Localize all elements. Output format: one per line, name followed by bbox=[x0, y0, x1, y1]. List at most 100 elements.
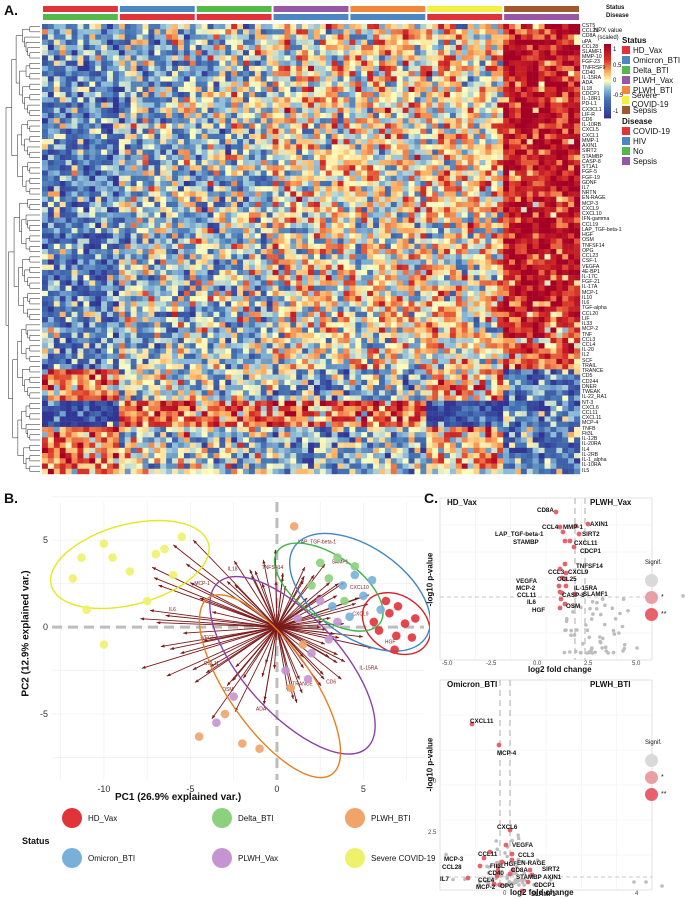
heatmap-cell bbox=[89, 170, 96, 176]
heatmap-cell bbox=[290, 39, 297, 46]
heatmap-cell bbox=[278, 207, 285, 213]
heatmap-cell bbox=[408, 97, 415, 103]
heatmap-cell bbox=[195, 34, 202, 40]
heatmap-cell bbox=[166, 50, 173, 56]
heatmap-cell bbox=[532, 97, 539, 103]
heatmap-cell bbox=[455, 212, 462, 218]
heatmap-cell bbox=[562, 269, 569, 276]
heatmap-cell bbox=[118, 139, 125, 145]
heatmap-cell bbox=[65, 24, 72, 30]
heatmap-cell bbox=[378, 149, 386, 156]
heatmap-cell bbox=[142, 175, 149, 182]
heatmap-cell bbox=[89, 154, 96, 161]
heatmap-cell bbox=[526, 34, 533, 40]
heatmap-cell bbox=[373, 275, 380, 281]
heatmap-cell bbox=[449, 290, 457, 297]
heatmap-cell bbox=[77, 118, 84, 124]
heatmap-cell bbox=[550, 81, 557, 87]
heatmap-cell bbox=[514, 285, 522, 292]
heatmap-cell bbox=[189, 280, 196, 286]
heatmap-cell bbox=[432, 154, 439, 161]
heatmap-cell bbox=[189, 249, 196, 255]
heatmap-cell bbox=[514, 233, 522, 239]
heatmap-cell bbox=[532, 170, 539, 176]
heatmap-cell bbox=[396, 269, 403, 276]
heatmap-cell bbox=[550, 238, 557, 244]
heatmap-cell bbox=[42, 24, 49, 30]
heatmap-cell bbox=[414, 175, 421, 182]
heatmap-cell bbox=[319, 165, 326, 171]
heatmap-cell bbox=[83, 50, 90, 56]
heatmap-cell bbox=[408, 264, 415, 271]
heatmap-cell bbox=[237, 81, 244, 87]
heatmap-cell bbox=[343, 34, 350, 40]
heatmap-cell bbox=[254, 154, 261, 161]
heatmap-cell bbox=[378, 34, 386, 40]
heatmap-cell bbox=[444, 186, 451, 192]
heatmap-cell bbox=[260, 112, 267, 119]
heatmap-cell bbox=[313, 29, 321, 35]
heatmap-cell bbox=[118, 107, 125, 114]
heatmap-cell bbox=[479, 217, 486, 224]
heatmap-cell bbox=[467, 60, 474, 67]
heatmap-cell bbox=[124, 81, 131, 87]
heatmap-cell bbox=[195, 29, 202, 35]
heatmap-cell bbox=[367, 233, 374, 239]
heatmap-cell bbox=[384, 34, 392, 40]
heatmap-cell bbox=[195, 128, 202, 135]
heatmap-cell bbox=[59, 180, 66, 187]
heatmap-cell bbox=[444, 118, 451, 124]
heatmap-cell bbox=[42, 207, 49, 213]
heatmap-cell bbox=[219, 160, 226, 166]
heatmap-cell bbox=[574, 217, 581, 224]
heatmap-cell bbox=[160, 123, 167, 129]
heatmap-cell bbox=[461, 233, 468, 239]
heatmap-cell bbox=[183, 60, 190, 67]
heatmap-cell bbox=[53, 149, 60, 156]
heatmap-cell bbox=[449, 123, 457, 129]
heatmap-cell bbox=[532, 44, 539, 51]
heatmap-cell bbox=[444, 207, 451, 213]
heatmap-cell bbox=[77, 160, 84, 166]
heatmap-cell bbox=[136, 207, 143, 213]
heatmap-cell bbox=[426, 275, 433, 281]
heatmap-cell bbox=[231, 254, 238, 260]
heatmap-cell bbox=[402, 60, 409, 67]
heatmap-cell bbox=[225, 102, 232, 108]
heatmap-cell bbox=[207, 128, 214, 135]
heatmap-cell bbox=[562, 81, 569, 87]
heatmap-cell bbox=[248, 107, 256, 114]
heatmap-cell bbox=[183, 102, 190, 108]
heatmap-cell bbox=[172, 102, 179, 108]
heatmap-cell bbox=[248, 254, 256, 260]
heatmap-cell bbox=[550, 191, 557, 197]
heatmap-cell bbox=[562, 97, 569, 103]
heatmap-cell bbox=[160, 196, 167, 203]
heatmap-cell bbox=[449, 285, 457, 292]
heatmap-cell bbox=[390, 186, 397, 192]
heatmap-cell bbox=[243, 86, 250, 93]
heatmap-cell bbox=[402, 280, 409, 286]
heatmap-cell bbox=[562, 50, 569, 56]
heatmap-cell bbox=[461, 29, 468, 35]
heatmap-cell bbox=[538, 112, 545, 119]
heatmap-cell bbox=[343, 39, 350, 46]
heatmap-cell bbox=[485, 243, 492, 250]
heatmap-cell bbox=[319, 107, 326, 114]
heatmap-cell bbox=[166, 233, 173, 239]
heatmap-cell bbox=[278, 60, 285, 67]
heatmap-cell bbox=[172, 65, 179, 72]
heatmap-cell bbox=[343, 290, 350, 297]
heatmap-cell bbox=[118, 86, 125, 93]
heatmap-cell bbox=[562, 86, 569, 93]
heatmap-cell bbox=[390, 81, 397, 87]
heatmap-cell bbox=[118, 118, 125, 124]
heatmap-cell bbox=[154, 133, 161, 140]
heatmap-cell bbox=[514, 149, 522, 156]
heatmap-cell bbox=[183, 55, 190, 61]
heatmap-cell bbox=[231, 238, 238, 244]
heatmap-cell bbox=[491, 154, 498, 161]
heatmap-cell bbox=[65, 191, 72, 197]
heatmap-cell bbox=[420, 212, 427, 218]
heatmap-cell bbox=[355, 285, 362, 292]
